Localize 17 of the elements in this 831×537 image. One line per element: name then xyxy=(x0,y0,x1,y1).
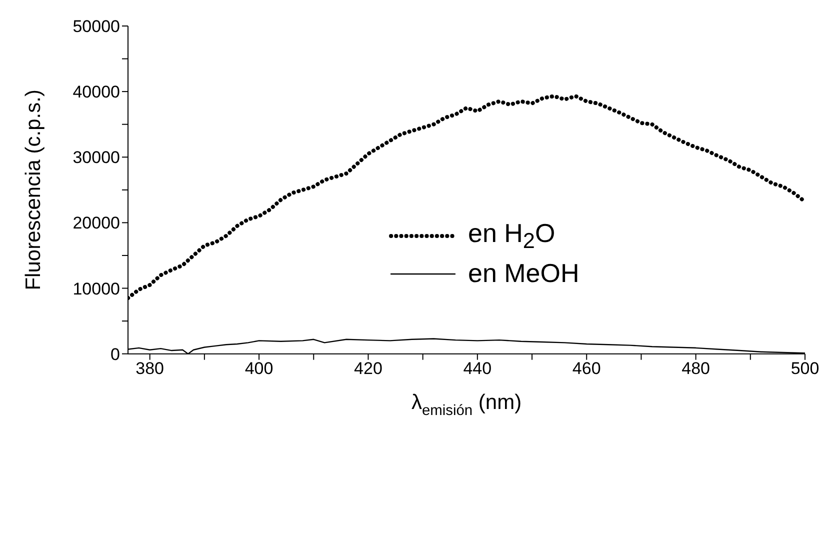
x-tick-label: 440 xyxy=(463,358,492,378)
y-tick-label: 40000 xyxy=(72,82,120,102)
x-tick-label: 460 xyxy=(572,358,601,378)
y-tick-label: 50000 xyxy=(72,17,120,36)
x-axis-title: λ$_{emisión}$ (nm) xyxy=(411,390,522,419)
x-tick-label: 400 xyxy=(244,358,274,378)
y-tick-label: 0 xyxy=(110,344,120,364)
legend-label: en MeOH xyxy=(468,258,580,290)
y-tick-label: 30000 xyxy=(72,148,120,168)
x-tick-label: 420 xyxy=(354,358,382,378)
x-tick-label: 380 xyxy=(136,358,164,378)
y-axis-title: Fluorescencia (c.p.s.) xyxy=(22,90,45,290)
y-tick-label: 10000 xyxy=(72,279,120,298)
x-tick-label: 500 xyxy=(790,358,820,378)
y-tick-label: 20000 xyxy=(72,214,120,233)
legend-label: en H$_{2}$O xyxy=(468,218,556,254)
x-tick-label: 480 xyxy=(682,358,710,378)
